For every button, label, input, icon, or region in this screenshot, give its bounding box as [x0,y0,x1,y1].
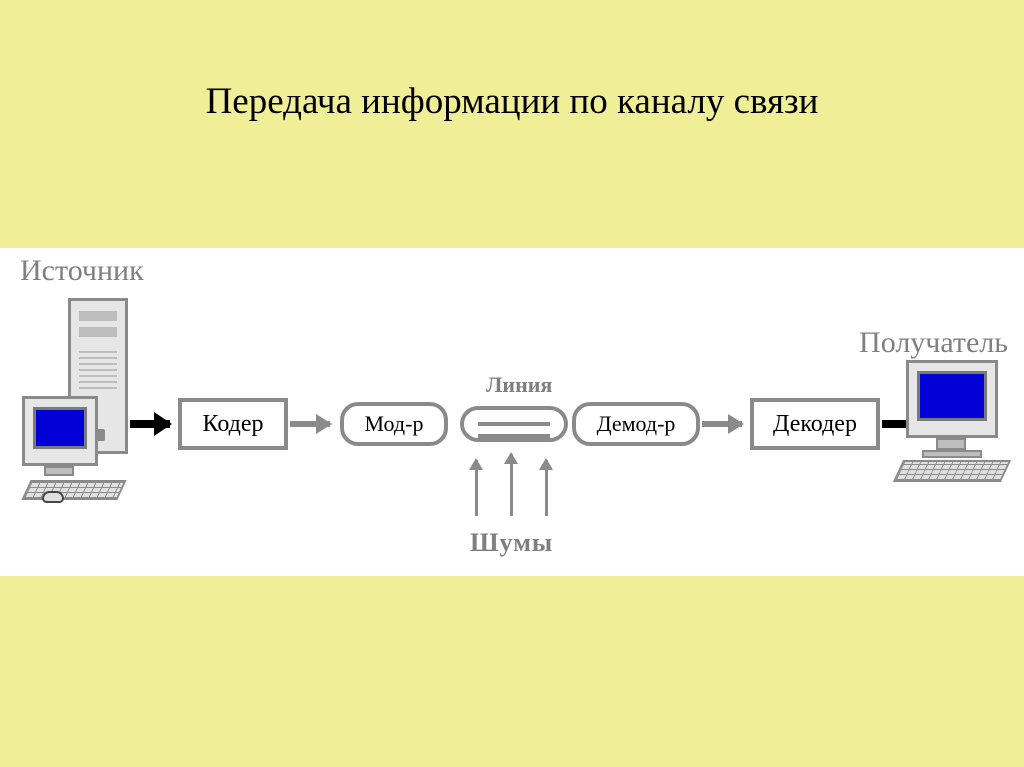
monitor-base [922,450,982,458]
mouse-icon [42,491,64,503]
slide-title: Передача информации по каналу связи [0,80,1024,123]
line-label: Линия [486,372,552,398]
arrow-coder-mod [290,421,330,427]
noise-arrow-1 [475,460,478,516]
node-demodulator: Демод-р [572,402,700,446]
node-decoder: Декодер [750,398,880,450]
arrow-demod-decoder [702,421,742,427]
source-computer-icon [22,298,142,508]
monitor-stand [936,438,966,450]
node-line [460,406,568,442]
noise-arrow-2 [510,454,513,516]
receiver-computer-icon [898,360,1008,500]
source-label: Источник [20,254,144,288]
monitor-icon [22,396,98,466]
node-coder: Кодер [178,398,288,450]
node-modulator: Мод-р [340,402,448,446]
monitor-icon [906,360,998,438]
keyboard-icon [893,460,1011,482]
receiver-label: Получатель [859,326,1008,360]
monitor-stand [44,466,74,476]
noise-label: Шумы [470,528,553,558]
arrow-source-coder [130,420,170,428]
keyboard-icon [21,480,126,500]
noise-arrow-3 [545,460,548,516]
